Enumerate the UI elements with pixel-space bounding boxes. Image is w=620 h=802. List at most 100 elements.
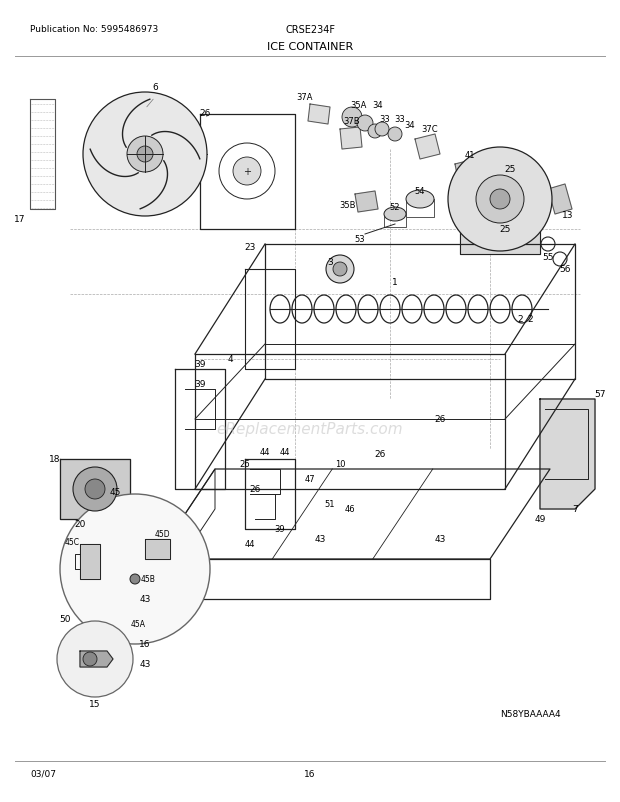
Text: 26: 26 [249, 485, 260, 494]
Text: 2: 2 [527, 315, 533, 324]
Circle shape [490, 190, 510, 210]
Circle shape [130, 574, 140, 585]
Text: 26: 26 [435, 415, 446, 424]
Text: 55: 55 [542, 253, 554, 262]
Text: 37B: 37B [343, 117, 360, 127]
Circle shape [357, 115, 373, 132]
Circle shape [326, 256, 354, 284]
Text: 16: 16 [140, 640, 151, 649]
Text: 45C: 45C [64, 538, 79, 547]
Ellipse shape [384, 208, 406, 221]
Polygon shape [415, 135, 440, 160]
Circle shape [137, 147, 153, 163]
Circle shape [448, 148, 552, 252]
Text: 43: 43 [140, 595, 151, 604]
Text: 2: 2 [517, 315, 523, 324]
Text: 57: 57 [594, 390, 606, 399]
Polygon shape [60, 460, 130, 520]
Text: 33: 33 [379, 115, 391, 124]
Circle shape [342, 107, 362, 128]
Circle shape [375, 123, 389, 137]
Text: 10: 10 [335, 460, 345, 469]
Circle shape [476, 176, 524, 224]
Text: 34: 34 [373, 100, 383, 109]
Text: 3: 3 [327, 258, 333, 267]
Text: 25: 25 [499, 225, 511, 234]
Text: 7: 7 [572, 505, 578, 514]
Text: 44: 44 [260, 448, 270, 457]
Text: 6: 6 [152, 83, 158, 92]
Text: 39: 39 [194, 380, 206, 389]
Text: 1: 1 [392, 278, 398, 287]
Text: 44: 44 [245, 540, 255, 549]
Polygon shape [355, 192, 378, 213]
Ellipse shape [406, 191, 434, 209]
Text: 20: 20 [74, 520, 86, 529]
Polygon shape [308, 105, 330, 125]
Text: 26: 26 [374, 450, 386, 459]
Text: 53: 53 [355, 235, 365, 244]
Text: 17: 17 [14, 215, 26, 225]
Text: 35A: 35A [350, 100, 366, 109]
Text: 45B: 45B [141, 575, 156, 584]
Text: N58YBAAAA4: N58YBAAAA4 [500, 709, 560, 718]
Text: 54: 54 [415, 187, 425, 196]
Circle shape [333, 263, 347, 277]
Text: 45A: 45A [130, 620, 146, 629]
Text: 37C: 37C [422, 125, 438, 134]
Text: CRSE234F: CRSE234F [285, 25, 335, 35]
Text: 03/07: 03/07 [30, 769, 56, 778]
Text: 44: 44 [280, 448, 290, 457]
Circle shape [60, 494, 210, 644]
Polygon shape [80, 545, 100, 579]
Text: 26: 26 [199, 108, 211, 117]
Text: 15: 15 [89, 699, 100, 709]
Polygon shape [340, 128, 362, 150]
Text: 43: 43 [314, 535, 326, 544]
Text: 13: 13 [562, 210, 574, 219]
Text: 43: 43 [140, 660, 151, 669]
Text: 25: 25 [504, 165, 516, 174]
Text: ICE CONTAINER: ICE CONTAINER [267, 42, 353, 52]
Circle shape [73, 468, 117, 512]
Text: 37A: 37A [297, 93, 313, 103]
Polygon shape [455, 160, 480, 190]
Text: 43: 43 [435, 535, 446, 544]
Text: 34: 34 [405, 120, 415, 129]
Text: 45D: 45D [154, 530, 170, 539]
Text: 35B: 35B [340, 200, 356, 209]
Text: 4: 4 [227, 355, 233, 364]
Text: 26: 26 [240, 460, 250, 469]
Circle shape [83, 652, 97, 666]
Polygon shape [540, 399, 595, 509]
Polygon shape [80, 651, 113, 667]
Text: 23: 23 [244, 243, 255, 252]
Circle shape [85, 480, 105, 500]
Text: 51: 51 [325, 500, 335, 508]
Text: 39: 39 [194, 360, 206, 369]
Text: 52: 52 [390, 203, 401, 213]
Text: 50: 50 [60, 615, 71, 624]
Text: 33: 33 [394, 115, 405, 124]
Text: 39: 39 [275, 525, 285, 534]
Polygon shape [145, 539, 170, 559]
Circle shape [219, 144, 275, 200]
Circle shape [127, 137, 163, 172]
Text: 41: 41 [465, 150, 476, 160]
Circle shape [57, 622, 133, 697]
Text: +: + [243, 167, 251, 176]
Text: 49: 49 [534, 515, 546, 524]
Text: 56: 56 [559, 265, 571, 274]
Circle shape [83, 93, 207, 217]
Polygon shape [460, 220, 540, 255]
Circle shape [368, 125, 382, 139]
Circle shape [388, 128, 402, 142]
Polygon shape [548, 184, 572, 215]
Text: 45: 45 [109, 488, 121, 497]
Text: 46: 46 [345, 505, 355, 514]
Text: 47: 47 [304, 475, 316, 484]
Text: eReplacementParts.com: eReplacementParts.com [216, 422, 404, 437]
Text: 18: 18 [49, 455, 61, 464]
Text: Publication No: 5995486973: Publication No: 5995486973 [30, 25, 158, 34]
Circle shape [233, 158, 261, 186]
